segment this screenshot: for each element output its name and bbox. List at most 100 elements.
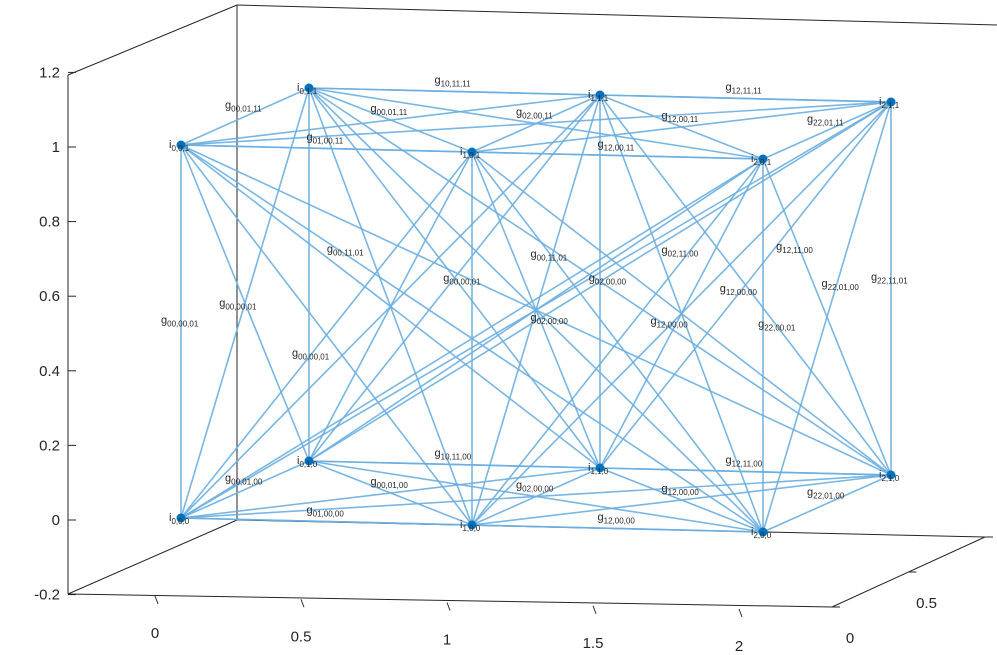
graph-edge <box>308 460 473 526</box>
x-tick-mark <box>300 599 305 608</box>
edge-label: g00,00,01 <box>219 297 257 311</box>
graph-edges <box>180 87 892 533</box>
graph-edge <box>599 467 892 476</box>
y-tick-label: 0 <box>846 630 854 647</box>
axis-line <box>67 519 238 595</box>
axis-line <box>67 4 238 76</box>
graph-edge <box>762 101 892 160</box>
graph-edge <box>308 87 892 476</box>
graph-edge <box>308 87 601 469</box>
edge-label: g12,00,11 <box>662 110 699 124</box>
graph-edge <box>599 94 764 160</box>
node-label: i1,1,1 <box>588 89 609 103</box>
edge-label: g01,00,11 <box>307 132 344 146</box>
edge-label: g00,01,00 <box>225 473 263 487</box>
node-label: i2,0,1 <box>751 153 772 167</box>
graph-node <box>176 140 186 150</box>
y-tick-label: 0.5 <box>916 595 937 612</box>
z-tick-label: 0.2 <box>39 437 60 454</box>
x-tick-mark <box>446 602 451 611</box>
node-label: i1,1,0 <box>588 462 609 476</box>
graph-node <box>304 83 314 93</box>
edge-label: g12,00,00 <box>662 483 700 497</box>
edge-label: g12,11,00 <box>776 241 813 255</box>
node-label: i1,0,0 <box>460 519 481 533</box>
edge-label: g02,00,00 <box>516 480 554 494</box>
edge-label: g00,00,01 <box>292 347 330 361</box>
edge-label: g02,00,00 <box>531 312 569 326</box>
graph-edge <box>180 460 310 519</box>
z-tick-label: 0.4 <box>39 363 60 380</box>
edge-label: g12,11,11 <box>726 82 763 96</box>
edge-label: g00,01,11 <box>371 103 408 117</box>
graph-edge <box>180 144 601 469</box>
graph-node <box>304 456 314 466</box>
axis-line <box>67 593 833 608</box>
edge-label: g12,00,11 <box>598 139 635 153</box>
graph-edge <box>308 87 473 153</box>
graph-edge <box>180 87 310 146</box>
edge-label: g22,00,01 <box>758 318 796 332</box>
node-label: i2,1,1 <box>879 96 900 110</box>
graph-edge <box>180 144 764 533</box>
x-tick-mark <box>154 595 159 605</box>
edge-label: g12,00,00 <box>720 283 758 297</box>
edge-labels: g01,00,00 g12,00,00 g10,11,00 g12,11,00 g00,… <box>161 75 908 526</box>
node-label: i0,1,1 <box>297 82 318 96</box>
graph-node <box>758 154 768 164</box>
z-tick-label: 0.8 <box>39 214 60 231</box>
edge-label: g00,01,00 <box>371 476 409 490</box>
node-label: i0,1,0 <box>297 455 318 469</box>
node-label: i0,0,0 <box>169 512 190 526</box>
z-tick-label: 0 <box>52 512 60 529</box>
graph-edge <box>308 460 764 533</box>
graph-edge <box>308 87 764 160</box>
graph-node <box>467 520 477 530</box>
edge-label: g00,11,01 <box>531 249 568 263</box>
edge-label: g22,01,00 <box>822 278 860 292</box>
x-tick-label: 2 <box>735 638 743 655</box>
edge-label: g12,11,00 <box>726 455 763 469</box>
z-tick-label: 1 <box>52 139 60 156</box>
graph-edge <box>599 94 892 476</box>
graph-edge <box>599 467 764 533</box>
edge-label: g22,01,11 <box>807 114 844 128</box>
node-labels: i0,0,0 i1,0,0 i2,0,0 i0,1,0 i1,1,0 i2,1,0 i0,0… <box>169 82 900 540</box>
graph-edge <box>180 144 310 462</box>
x-tick-label: 0.5 <box>291 628 312 645</box>
graph-edge <box>471 151 892 476</box>
edge-label: g02,11,00 <box>662 244 699 258</box>
graph-edge <box>471 151 764 533</box>
x-tick-mark <box>592 605 597 614</box>
graph-nodes <box>176 83 896 537</box>
graph-node <box>758 527 768 537</box>
edge-label: g02,00,11 <box>516 107 553 121</box>
graph-node <box>886 470 896 480</box>
graph-edge <box>471 524 764 533</box>
edge-label: g00,00,01 <box>161 315 199 329</box>
edge-label: g00,01,11 <box>225 100 262 114</box>
edge-label: g00,00,01 <box>443 273 481 287</box>
graph-edge <box>180 144 892 476</box>
edge-label: g12,00,00 <box>650 316 688 330</box>
edge-label: g22,01,00 <box>807 487 845 501</box>
x-tick-label: 0 <box>151 625 159 642</box>
edge-label: g22,11,01 <box>871 272 908 286</box>
graph-edge <box>471 151 764 160</box>
x-tick-label: 1 <box>443 632 451 649</box>
edge-label: g10,11,00 <box>435 448 472 462</box>
node-label: i2,0,0 <box>751 526 772 540</box>
graph-edge <box>762 474 892 533</box>
z-tick-label: 0.6 <box>39 288 60 305</box>
axis-line <box>236 4 997 26</box>
graph-edge <box>762 158 892 476</box>
node-label: i0,0,1 <box>169 139 190 153</box>
graph-node <box>595 90 605 100</box>
x-tick-mark <box>738 608 743 618</box>
graph-node <box>595 463 605 473</box>
graph-node <box>886 97 896 107</box>
edge-label: g01,00,00 <box>307 505 345 519</box>
graph-edge <box>180 144 473 526</box>
